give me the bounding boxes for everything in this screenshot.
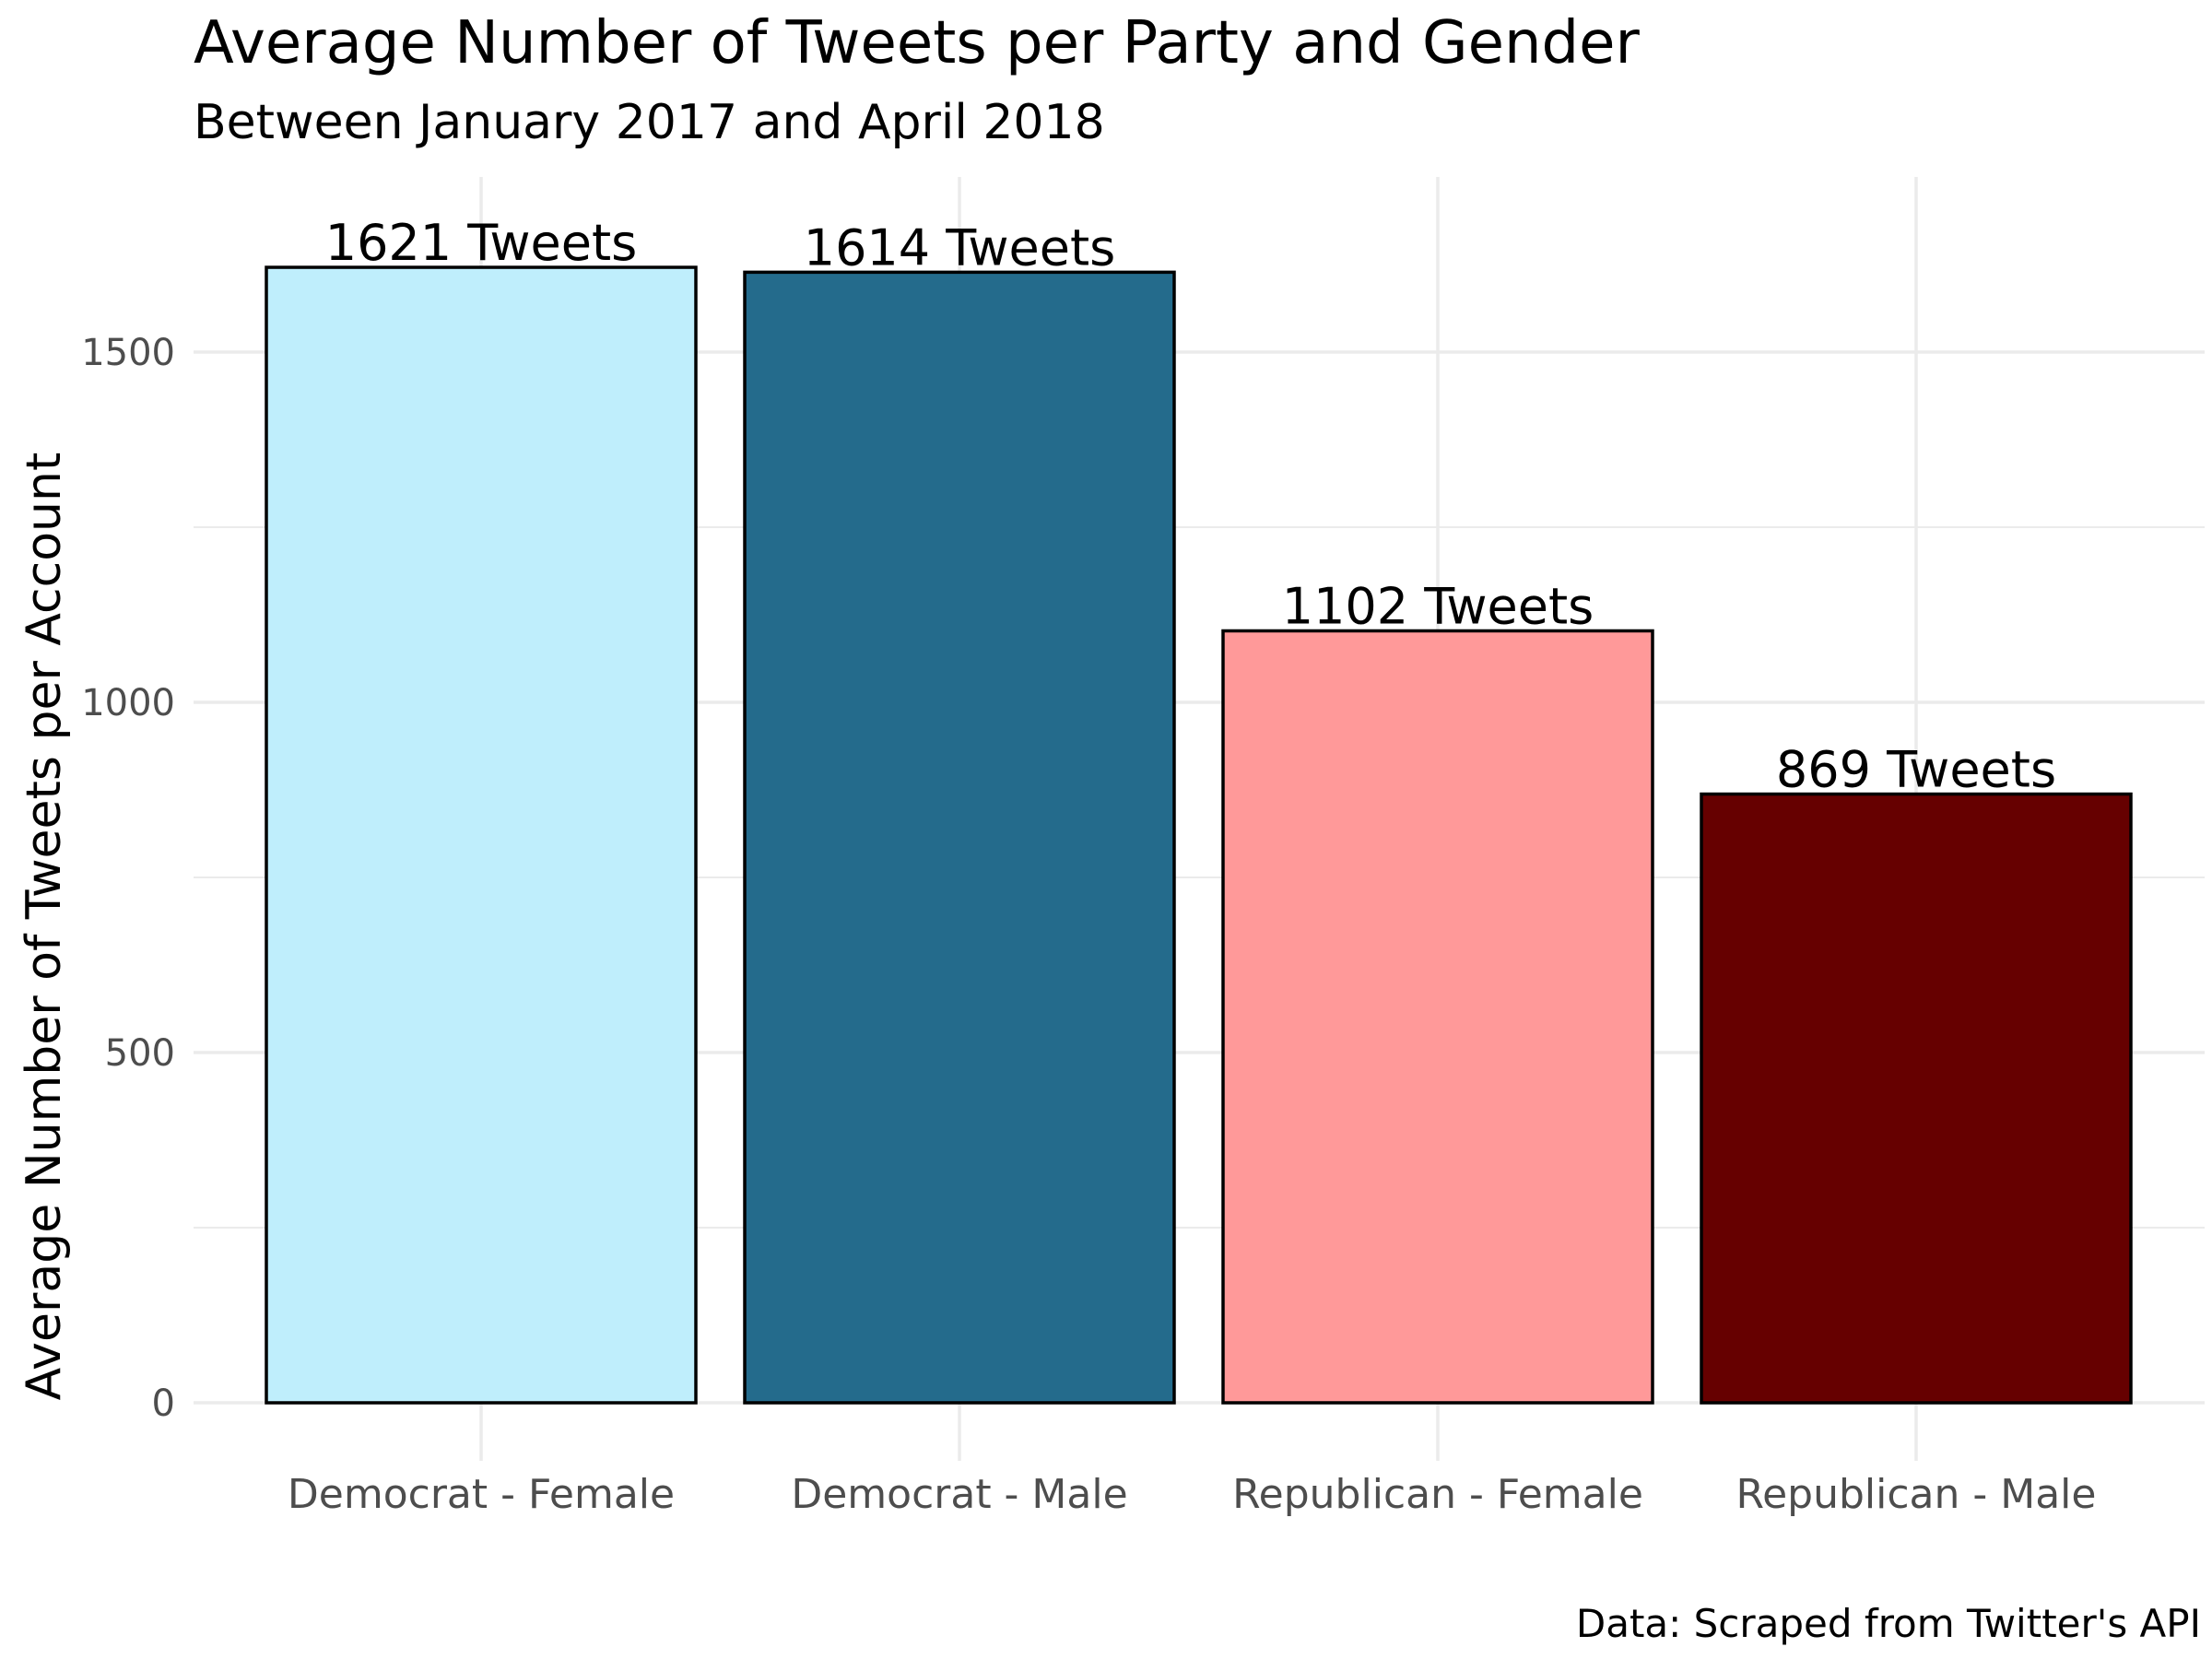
y-tick-label: 500 (105, 1032, 175, 1075)
data-label: 1102 Tweets (1282, 577, 1594, 635)
bar-democrat-male (743, 270, 1176, 1405)
chart-caption: Data: Scraped from Twitter's API (1576, 1601, 2201, 1646)
x-tick-label: Republican - Female (1232, 1471, 1643, 1518)
chart-title: Average Number of Tweets per Party and G… (194, 9, 1641, 77)
data-label: 1614 Tweets (804, 218, 1116, 276)
x-tick-label: Republican - Male (1736, 1471, 2097, 1518)
bar-republican-male (1700, 792, 2133, 1405)
y-tick-label: 0 (152, 1382, 175, 1425)
x-tick-label: Democrat - Male (791, 1471, 1127, 1518)
data-labels: 1621 Tweets 1614 Tweets 1102 Tweets 869 Twe… (325, 214, 2056, 799)
y-tick-label: 1000 (81, 682, 175, 724)
bar-democrat-female (265, 265, 698, 1405)
y-tick-label: 1500 (81, 332, 175, 374)
x-axis-ticks: Democrat - Female Democrat - Male Republic… (288, 1471, 2097, 1518)
bars (265, 265, 2133, 1405)
y-axis-ticks: 0 500 1000 1500 (81, 332, 175, 1425)
y-axis-label: Average Number of Tweets per Account (17, 453, 72, 1401)
chart-subtitle: Between January 2017 and April 2018 (194, 95, 1105, 150)
bar-republican-female (1221, 629, 1654, 1405)
data-label: 869 Tweets (1776, 741, 2056, 799)
data-label: 1621 Tweets (325, 214, 638, 272)
x-tick-label: Democrat - Female (288, 1471, 675, 1518)
